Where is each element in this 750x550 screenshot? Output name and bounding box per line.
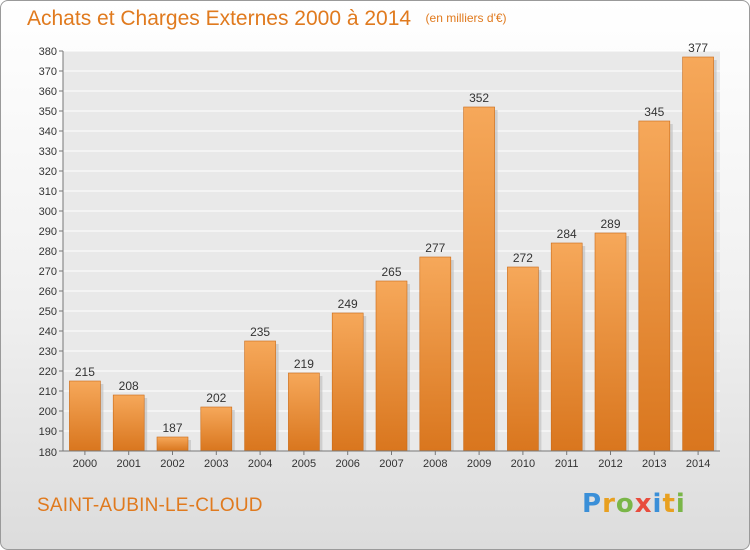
logo-letter: r <box>602 489 616 519</box>
x-tick-label: 2008 <box>423 458 447 470</box>
bar-2011 <box>550 242 583 452</box>
logo-letter: t <box>662 489 676 519</box>
y-tick-label: 350 <box>39 106 57 118</box>
y-tick-label: 300 <box>39 206 57 218</box>
bar-2002 <box>156 436 189 452</box>
x-tick-label: 2002 <box>160 458 184 470</box>
x-tick-label: 2010 <box>511 458 535 470</box>
bar-value-label: 187 <box>162 421 182 435</box>
x-tick-label: 2014 <box>686 458 710 470</box>
y-tick-label: 380 <box>39 46 57 58</box>
proxiti-logo: Proxiti <box>582 489 686 519</box>
x-tick-label: 2006 <box>335 458 359 470</box>
bar-2014 <box>682 56 714 452</box>
bar-value-label: 284 <box>557 227 577 241</box>
bar-value-label: 277 <box>425 241 445 255</box>
bar-2003 <box>200 406 233 452</box>
bar-layer: 215 208 187 202 235 219 249 265 277 352 272 284 289 3… <box>69 41 717 452</box>
bar-value-label: 215 <box>75 365 95 379</box>
chart-title-row: Achats et Charges Externes 2000 à 2014 (… <box>27 7 507 31</box>
bar-2004 <box>244 340 276 452</box>
y-tick-label: 270 <box>39 266 57 278</box>
bar-value-label: 235 <box>250 325 270 339</box>
bar-2005 <box>288 372 320 452</box>
y-tick-label: 360 <box>39 86 57 98</box>
bar-value-label: 249 <box>338 297 358 311</box>
bar-value-label: 265 <box>381 265 401 279</box>
bar-2007 <box>375 280 408 452</box>
bar-2013 <box>638 120 671 452</box>
chart-title: Achats et Charges Externes 2000 à 2014 <box>27 7 412 30</box>
bar-2010 <box>507 266 539 452</box>
y-tick-label: 210 <box>39 386 57 398</box>
bar-2012 <box>594 232 627 452</box>
y-tick-label: 260 <box>39 286 57 298</box>
y-tick-label: 310 <box>39 186 57 198</box>
x-tick-label: 2009 <box>467 458 491 470</box>
x-tick-label: 2012 <box>598 458 622 470</box>
bar-value-label: 345 <box>644 105 664 119</box>
x-tick-label: 2004 <box>248 458 272 470</box>
logo-letter: i <box>652 489 663 519</box>
y-tick-label: 180 <box>39 447 57 459</box>
bar-2001 <box>112 394 145 452</box>
bar-2000 <box>69 380 101 452</box>
y-tick-label: 230 <box>39 346 57 358</box>
x-tick-label: 2011 <box>555 458 579 470</box>
y-tick-label: 340 <box>39 126 57 138</box>
x-tick-label: 2013 <box>642 458 666 470</box>
y-tick-label: 190 <box>39 426 57 438</box>
bar-value-label: 272 <box>513 251 533 265</box>
bar-2006 <box>331 312 364 452</box>
y-tick-label: 320 <box>39 166 57 178</box>
x-tick-label: 2003 <box>204 458 228 470</box>
y-tick-label: 220 <box>39 366 57 378</box>
y-tick-label: 240 <box>39 326 57 338</box>
bar-value-label: 219 <box>294 357 314 371</box>
bar-value-label: 202 <box>206 391 226 405</box>
logo-letter: i <box>675 489 686 519</box>
x-tick-label: 2007 <box>379 458 403 470</box>
bar-2009 <box>463 106 495 452</box>
chart-unit-label: (en milliers d'€) <box>425 11 507 25</box>
x-tick-label: 2000 <box>73 458 97 470</box>
y-tick-label: 250 <box>39 306 57 318</box>
bar-2008 <box>419 256 452 452</box>
y-tick-label: 370 <box>39 66 57 78</box>
x-tick-label: 2001 <box>116 458 140 470</box>
bar-value-label: 208 <box>119 379 139 393</box>
bar-value-label: 289 <box>600 217 620 231</box>
bar-value-label: 377 <box>688 41 708 55</box>
y-tick-label: 330 <box>39 146 57 158</box>
commune-name: SAINT-AUBIN-LE-CLOUD <box>37 495 263 516</box>
y-tick-label: 280 <box>39 246 57 258</box>
logo-letter: P <box>582 489 603 519</box>
logo-letter: o <box>615 489 635 519</box>
logo-letter: x <box>634 489 653 519</box>
axis-layer: 190 200 210 220 230 240 250 260 270 280 290 300 310 3… <box>39 46 720 470</box>
bar-value-label: 352 <box>469 91 489 105</box>
y-tick-label: 200 <box>39 406 57 418</box>
y-tick-label: 290 <box>39 226 57 238</box>
x-tick-label: 2005 <box>292 458 316 470</box>
